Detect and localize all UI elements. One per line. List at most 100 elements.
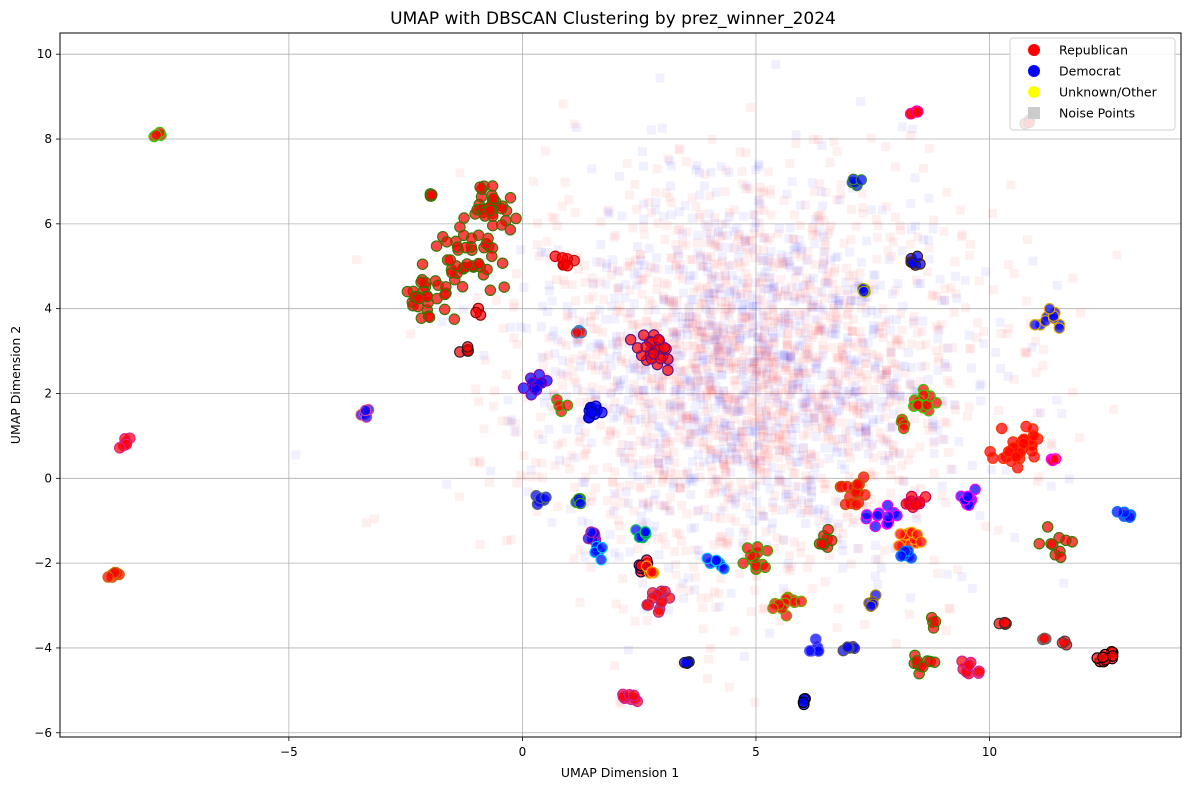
noise-point: [586, 387, 596, 397]
noise-point: [567, 308, 577, 318]
noise-point: [764, 453, 774, 463]
noise-point: [785, 350, 795, 360]
noise-point: [863, 399, 873, 409]
noise-point: [1022, 347, 1032, 357]
cluster-point: [540, 491, 552, 504]
cluster-point: [1038, 632, 1051, 645]
noise-point: [871, 365, 881, 375]
noise-point: [751, 367, 761, 377]
noise-point: [857, 347, 867, 357]
noise-point: [759, 205, 769, 215]
noise-point: [876, 433, 886, 443]
noise-point: [724, 212, 734, 222]
noise-point: [605, 209, 615, 219]
noise-point: [703, 417, 713, 427]
noise-point: [669, 401, 679, 411]
noise-point: [689, 562, 699, 572]
noise-point: [692, 281, 702, 291]
noise-point: [607, 302, 617, 312]
noise-point: [575, 397, 585, 407]
noise-point: [800, 200, 810, 210]
noise-point: [862, 502, 872, 512]
noise-point: [756, 506, 766, 516]
noise-point: [803, 420, 813, 430]
noise-point: [736, 313, 746, 323]
noise-point: [709, 540, 719, 550]
noise-point: [768, 497, 778, 507]
noise-point: [807, 178, 817, 188]
noise-point: [713, 227, 723, 237]
cluster-point: [652, 333, 665, 346]
noise-point: [714, 283, 724, 293]
noise-point: [678, 274, 688, 284]
cluster-point: [1060, 534, 1072, 547]
noise-point: [684, 437, 694, 447]
noise-point: [698, 425, 708, 435]
noise-point: [758, 432, 768, 442]
noise-point: [884, 315, 894, 325]
noise-point: [654, 447, 664, 457]
noise-point: [910, 485, 920, 495]
noise-point: [711, 283, 721, 293]
noise-point: [624, 190, 634, 200]
noise-point: [559, 276, 569, 286]
noise-point: [725, 455, 735, 465]
noise-point: [781, 429, 791, 439]
noise-point: [762, 363, 772, 373]
noise-point: [730, 406, 740, 416]
noise-point: [665, 192, 675, 202]
noise-point: [455, 168, 465, 178]
noise-point: [479, 424, 489, 434]
noise-point: [629, 363, 639, 373]
noise-point: [785, 419, 795, 429]
cluster-point: [639, 526, 652, 538]
noise-point: [677, 412, 687, 422]
noise-point: [922, 267, 932, 277]
noise-point: [993, 525, 1003, 535]
noise-point: [713, 321, 723, 331]
noise-point: [543, 307, 553, 317]
noise-point: [781, 318, 791, 328]
noise-point: [709, 488, 719, 498]
noise-point: [866, 133, 876, 143]
noise-point: [681, 546, 691, 556]
noise-point: [940, 296, 950, 306]
noise-point: [834, 285, 844, 295]
noise-point: [688, 392, 698, 402]
noise-point: [818, 344, 828, 354]
noise-point: [718, 230, 728, 240]
noise-point: [646, 470, 656, 480]
noise-point: [668, 298, 678, 308]
noise-point: [813, 326, 823, 336]
noise-point: [881, 317, 891, 327]
noise-point: [730, 325, 740, 335]
noise-point: [831, 435, 841, 445]
noise-point: [855, 268, 865, 278]
noise-point: [790, 444, 800, 454]
noise-point: [796, 541, 806, 551]
noise-point: [737, 426, 747, 436]
noise-point: [813, 508, 823, 518]
noise-point: [897, 122, 907, 132]
noise-point: [757, 334, 767, 344]
noise-point: [540, 146, 550, 156]
noise-point: [739, 311, 749, 321]
noise-point: [768, 335, 778, 345]
noise-point: [661, 433, 671, 443]
noise-point: [776, 476, 786, 486]
noise-point: [810, 451, 820, 461]
cluster-point: [459, 241, 472, 254]
noise-point: [754, 441, 764, 451]
noise-point: [868, 270, 878, 280]
noise-point: [679, 593, 689, 603]
noise-point: [801, 256, 811, 266]
noise-point: [700, 407, 710, 417]
noise-point: [801, 455, 811, 465]
noise-point: [885, 388, 895, 398]
noise-point: [587, 382, 597, 392]
noise-point: [787, 177, 797, 187]
noise-point: [718, 323, 728, 333]
noise-point: [291, 450, 301, 460]
noise-point: [819, 326, 829, 336]
noise-point: [588, 278, 598, 288]
